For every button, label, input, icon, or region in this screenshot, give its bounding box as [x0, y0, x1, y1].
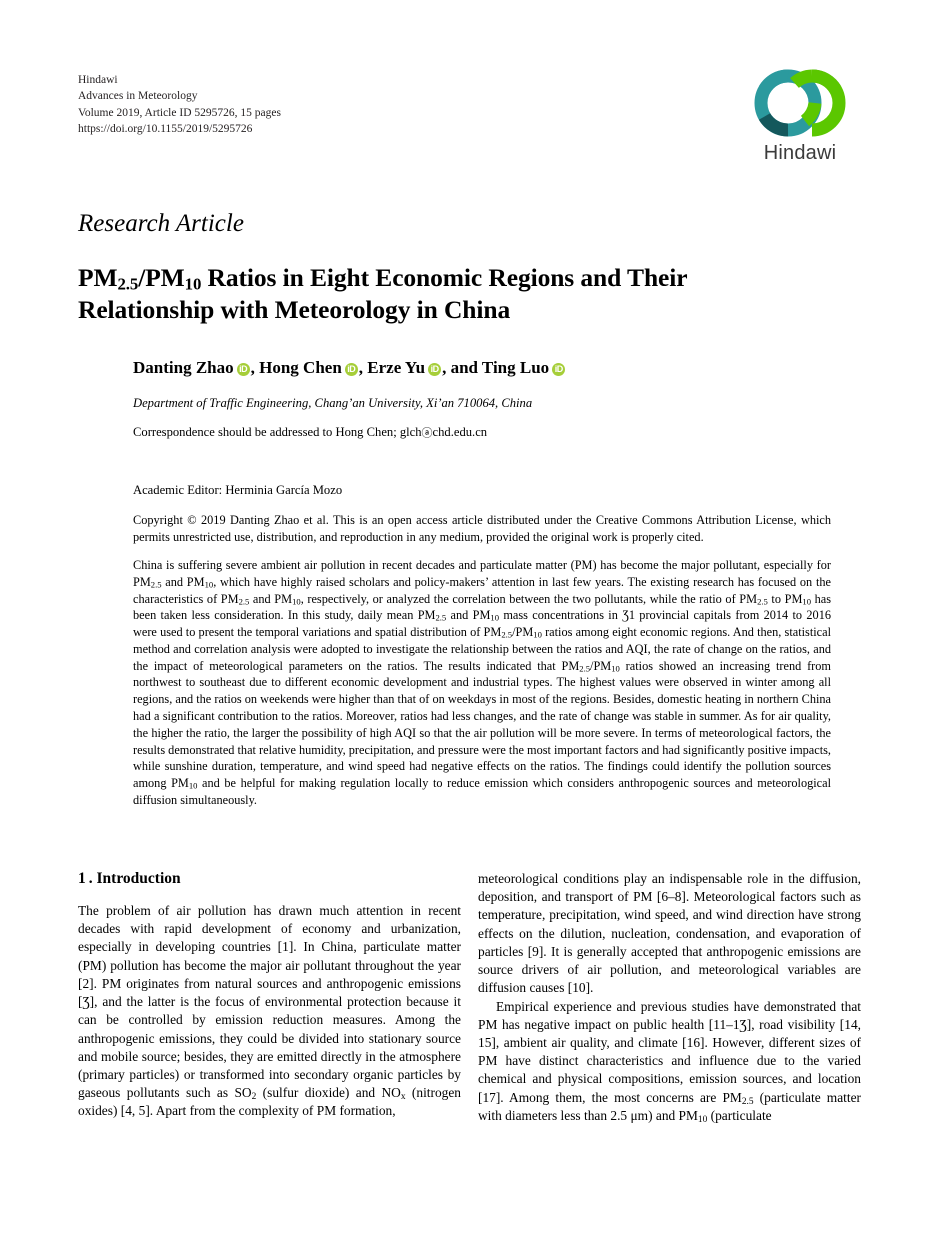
author-separator: ,	[358, 358, 368, 377]
paragraph-subscript: 2.5	[741, 1096, 754, 1107]
abstract-subscript: 10	[490, 613, 500, 624]
title-sub-10: 10	[184, 274, 202, 294]
abstract: China is suffering severe ambient air po…	[133, 557, 831, 809]
academic-editor: Academic Editor: Herminia García Mozo	[133, 483, 343, 497]
hindawi-rings-icon	[754, 69, 846, 137]
abstract-subscript: 2.5	[150, 579, 162, 590]
paragraph-text: (particulate	[707, 1107, 772, 1123]
hindawi-wordmark: Hindawi	[763, 142, 837, 164]
abstract-text: and PM	[249, 591, 293, 606]
orcid-icon[interactable]: iD	[428, 363, 442, 376]
journal-name: Advances in Meteorology	[78, 90, 198, 103]
abstract-text: , which have highly raised scholars and …	[133, 574, 831, 606]
abstract-subscript: 2.5	[435, 613, 447, 624]
paragraph-subscript: 2	[251, 1092, 257, 1103]
abstract-subscript: 10	[611, 663, 620, 674]
volume-article-line: Volume 2019, Article ID 5295726, 15 page…	[78, 106, 281, 119]
affiliation: Department of Traffic Engineering, Chang…	[133, 396, 533, 410]
abstract-text: and PM	[161, 574, 205, 589]
paragraph: Empirical experience and previous studie…	[478, 998, 861, 1126]
abstract-subscript: 10	[802, 596, 811, 607]
abstract-subscript: 10	[188, 780, 198, 791]
paragraph-text: The problem of air pollution has drawn m…	[78, 903, 461, 1101]
abstract-text: and PM	[446, 608, 491, 623]
orcid-icon[interactable]: iD	[552, 363, 566, 376]
article-type-label: Research Article	[78, 210, 244, 237]
author-name[interactable]: Erze Yu	[367, 358, 426, 377]
abstract-subscript: 10	[204, 579, 214, 590]
abstract-text: has been taken less consideration. In th…	[133, 591, 831, 623]
orcid-icon[interactable]: iD	[344, 363, 358, 376]
correspondence-text: Correspondence should be addressed to Ho…	[133, 425, 422, 439]
abstract-subscript: 2.5	[238, 596, 250, 607]
title-sub-2p5: 2.5	[117, 274, 139, 294]
paragraph-text: (nitrogen oxides) [4, 5]. Apart from the…	[78, 1085, 462, 1119]
paragraph-text: Empirical experience and previous studie…	[478, 998, 861, 1105]
page-title: PM2.5/PM10 Ratios in Eight Economic Regi…	[78, 262, 788, 326]
paragraph: meteorological conditions play an indisp…	[478, 871, 861, 996]
abstract-text: mass concentrations in Ʒ1 provincial cap…	[133, 608, 831, 640]
author-list: Danting Zhao iD, Hong Chen iD, Erze Yu iD, …	[133, 357, 833, 379]
abstract-subscript: 2.5	[579, 663, 591, 674]
paragraph-subscript: x	[400, 1092, 406, 1103]
hindawi-logo[interactable]: Hindawi	[739, 66, 861, 165]
masthead: Hindawi Advances in Meteorology Volume 2…	[78, 72, 498, 137]
body-column-right: meteorological conditions play an indisp…	[478, 870, 861, 1125]
abstract-text: to PM	[767, 591, 803, 606]
author-name[interactable]: Ting Luo	[481, 358, 550, 377]
author-separator: ,	[250, 358, 260, 377]
abstract-text: , respectively, or analyzed the correlat…	[300, 591, 758, 606]
section-title: Introduction	[96, 870, 181, 887]
section-dot: .	[88, 870, 93, 887]
abstract-text: China is suffering severe ambient air po…	[133, 558, 831, 589]
abstract-subscript: 10	[533, 629, 542, 640]
orcid-icon[interactable]: iD	[236, 363, 250, 376]
paragraph-subscript: 10	[697, 1114, 708, 1125]
correspondence-line: Correspondence should be addressed to Ho…	[133, 424, 833, 440]
paragraph-text: (sulfur dioxide) and NO	[256, 1085, 401, 1101]
section-heading-introduction: 1. Introduction	[78, 870, 181, 888]
body-column-left: The problem of air pollution has drawn m…	[78, 902, 461, 1121]
author-separator: , and	[442, 358, 482, 377]
abstract-text: and be helpful for making regulation loc…	[133, 776, 831, 807]
at-sign-icon: ⓐ	[421, 426, 433, 440]
correspondence-domain: chd.edu.cn	[432, 425, 488, 439]
title-pm-1: PM	[78, 263, 118, 293]
abstract-subscript: 10	[292, 596, 301, 607]
author-name[interactable]: Danting Zhao	[133, 358, 234, 377]
abstract-text: /PM	[512, 625, 534, 640]
title-pm-2: /PM	[138, 263, 185, 293]
paragraph: The problem of air pollution has drawn m…	[78, 902, 461, 1121]
copyright-statement: Copyright © 2019 Danting Zhao et al. Thi…	[133, 513, 831, 544]
abstract-text: ratios showed an increasing trend from n…	[133, 658, 831, 791]
abstract-subscript: 2.5	[501, 629, 513, 640]
title-rest: Ratios in Eight Economic Regions and The…	[78, 263, 687, 325]
author-name[interactable]: Hong Chen	[259, 358, 342, 377]
section-number: 1	[78, 870, 86, 887]
doi-link[interactable]: https://doi.org/10.1155/2019/5295726	[78, 122, 253, 135]
paragraph-text: (particulate matter with diameters less …	[478, 1089, 861, 1123]
abstract-text: /PM	[590, 658, 612, 673]
abstract-text: ratios among eight economic regions. And…	[133, 625, 831, 673]
publisher-name: Hindawi	[78, 74, 118, 86]
abstract-subscript: 2.5	[757, 596, 768, 607]
